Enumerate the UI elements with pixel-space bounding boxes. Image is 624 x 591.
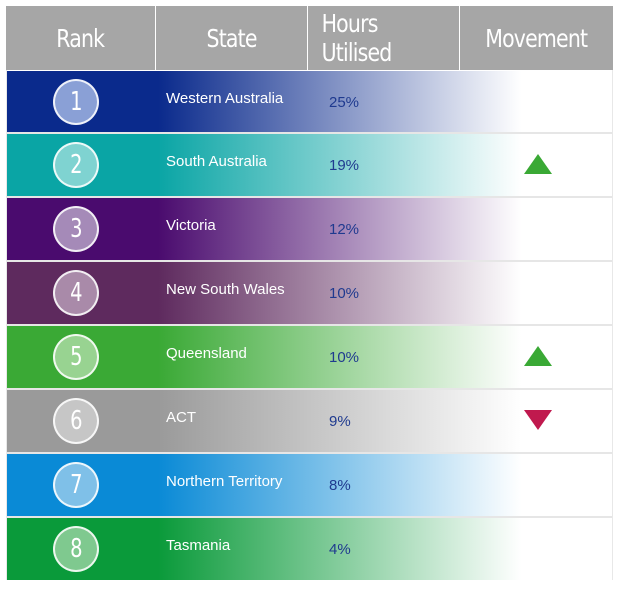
rank-badge: 3 <box>53 206 99 252</box>
rank-badge: 2 <box>53 142 99 188</box>
rank-number: 4 <box>69 278 83 308</box>
table-header: Rank State Hours Utilised Movement <box>6 6 613 70</box>
rank-number: 8 <box>69 534 83 564</box>
triangle-down-icon <box>524 410 552 430</box>
rank-badge: 6 <box>53 398 99 444</box>
rank-number: 1 <box>69 86 83 117</box>
hours-utilised-value: 12% <box>329 221 360 238</box>
triangle-up-icon <box>524 346 552 366</box>
state-name: Queensland <box>166 345 247 362</box>
ranking-table: Rank State Hours Utilised Movement 1 West… <box>6 6 613 580</box>
triangle-up-icon <box>524 154 552 174</box>
state-name: Victoria <box>166 217 216 234</box>
hours-utilised-value: 8% <box>329 477 351 494</box>
movement-up-arrow-icon <box>524 346 552 368</box>
table-body: 1 Western Australia 25% 2 South Australia 19%… <box>6 70 613 580</box>
table-row: 3 Victoria 12% <box>7 196 612 260</box>
movement-down-arrow-icon <box>524 410 552 432</box>
rank-number: 3 <box>69 214 83 244</box>
state-name: Tasmania <box>166 537 231 554</box>
state-name: Western Australia <box>166 89 284 107</box>
hours-utilised-value: 25% <box>329 93 360 111</box>
table-row: 5 Queensland 10% <box>7 324 612 388</box>
state-name: ACT <box>166 409 196 426</box>
table-row: 6 ACT 9% <box>7 388 612 452</box>
rank-number: 2 <box>69 150 83 180</box>
rank-badge: 8 <box>53 526 99 572</box>
rank-number: 6 <box>69 406 83 436</box>
column-header-rank: Rank <box>6 6 156 70</box>
movement-up-arrow-icon <box>524 154 552 176</box>
rank-badge: 4 <box>53 270 99 316</box>
hours-utilised-value: 19% <box>329 157 360 174</box>
hours-utilised-value: 4% <box>329 541 351 558</box>
rank-number: 5 <box>69 342 83 372</box>
table-row: 1 Western Australia 25% <box>7 70 612 132</box>
rank-number: 7 <box>69 470 83 500</box>
column-header-state: State <box>156 6 308 70</box>
table-row: 2 South Australia 19% <box>7 132 612 196</box>
rank-badge: 1 <box>53 78 99 125</box>
state-name: Northern Territory <box>166 473 283 490</box>
column-header-movement: Movement <box>485 23 588 53</box>
hours-utilised-value: 9% <box>329 413 351 430</box>
table-row: 8 Tasmania 4% <box>7 516 612 580</box>
state-name: South Australia <box>166 153 267 170</box>
rank-badge: 5 <box>53 334 99 380</box>
column-header-hours: Hours Utilised <box>308 6 460 70</box>
table-row: 7 Northern Territory 8% <box>7 452 612 516</box>
hours-utilised-value: 10% <box>329 349 360 366</box>
state-name: New South Wales <box>166 281 285 298</box>
hours-utilised-value: 10% <box>329 285 360 302</box>
rank-badge: 7 <box>53 462 99 508</box>
table-row: 4 New South Wales 10% <box>7 260 612 324</box>
